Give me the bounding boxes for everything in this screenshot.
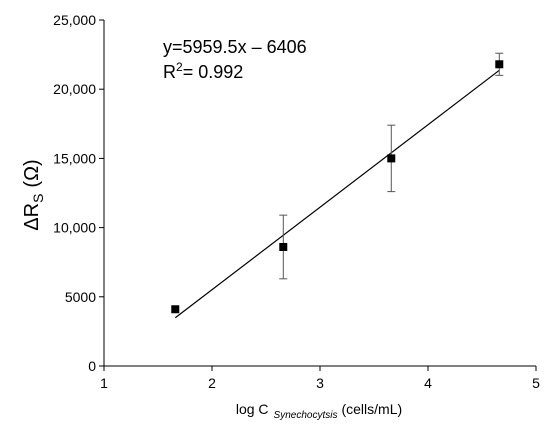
x-axis-title: log C Synechocytsis (cells/mL) bbox=[236, 401, 402, 421]
regression-equation: y=5959.5x – 6406 bbox=[163, 37, 307, 57]
y-axis-title: ΔRS (Ω) bbox=[21, 159, 46, 230]
r-squared-value: = 0.992 bbox=[183, 62, 244, 82]
x-axis-title-unit: (cells/mL) bbox=[341, 401, 402, 417]
r-squared-r: R bbox=[163, 62, 176, 82]
x-tick-label: 5 bbox=[532, 375, 540, 391]
data-point bbox=[495, 60, 504, 69]
x-tick-label: 4 bbox=[424, 375, 432, 391]
y-tick-label: 5000 bbox=[65, 289, 96, 305]
x-axis-title-prefix: log C bbox=[236, 401, 269, 417]
r-squared-superscript: 2 bbox=[176, 60, 183, 74]
y-axis-title-subscript: S bbox=[30, 194, 46, 203]
y-tick-label: 20,000 bbox=[53, 81, 96, 97]
y-tick-label: 0 bbox=[88, 358, 96, 374]
x-tick-label: 3 bbox=[316, 375, 324, 391]
r-squared-label: R2= 0.992 bbox=[163, 60, 243, 82]
y-tick-label: 25,000 bbox=[53, 12, 96, 28]
y-axis-title-unit: (Ω) bbox=[21, 159, 43, 187]
data-point bbox=[171, 305, 180, 314]
data-point bbox=[387, 154, 396, 163]
data-point bbox=[279, 242, 288, 251]
plot-area: 0 5000 10,000 15,000 20,000 25,000 1 2 3 4 5 bbox=[53, 12, 540, 391]
x-tick-label: 1 bbox=[100, 375, 108, 391]
y-tick-label: 10,000 bbox=[53, 220, 96, 236]
x-axis-title-subscript: Synechocytsis bbox=[274, 410, 338, 421]
y-tick-label: 15,000 bbox=[53, 150, 96, 166]
x-tick-label: 2 bbox=[208, 375, 216, 391]
regression-line bbox=[174, 69, 500, 319]
y-axis-title-symbol: ΔR bbox=[21, 203, 43, 231]
